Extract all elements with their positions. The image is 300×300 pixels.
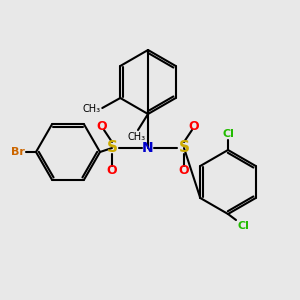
- Text: Cl: Cl: [237, 221, 249, 231]
- Text: N: N: [142, 141, 154, 155]
- Text: O: O: [97, 121, 107, 134]
- Text: CH₃: CH₃: [82, 104, 100, 114]
- Text: S: S: [178, 140, 190, 155]
- Text: S: S: [106, 140, 118, 155]
- Text: CH₃: CH₃: [128, 132, 146, 142]
- Text: Br: Br: [11, 147, 25, 157]
- Text: O: O: [189, 121, 199, 134]
- Text: O: O: [107, 164, 117, 176]
- Text: Cl: Cl: [222, 129, 234, 139]
- Text: O: O: [179, 164, 189, 176]
